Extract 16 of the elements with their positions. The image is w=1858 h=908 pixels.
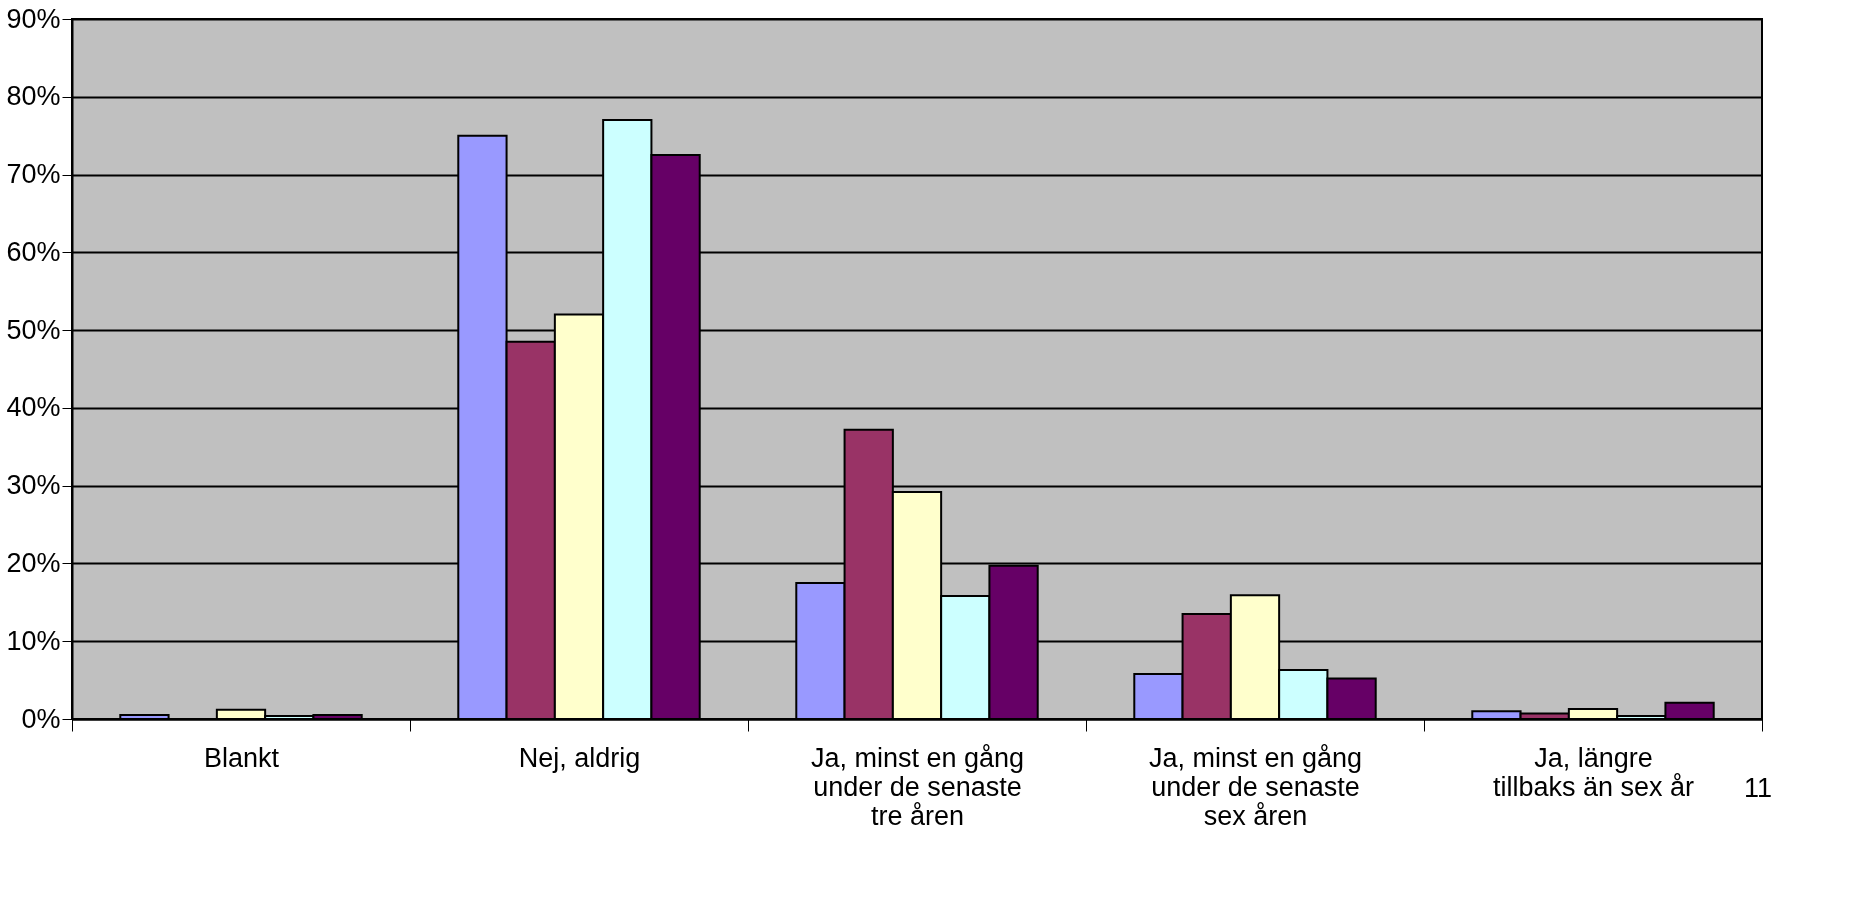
y-tick-label: 30% — [6, 470, 61, 501]
y-tick-label: 40% — [6, 392, 61, 423]
x-tick-label: Ja, minst en gång under de senaste tre åren — [810, 742, 1025, 831]
x-tick-label: Ja, minst en gång under de senaste sex åren — [1148, 742, 1363, 831]
y-tick-label: 10% — [6, 625, 61, 656]
y-tick-label: 70% — [6, 159, 61, 190]
x-tick-label: Ja, längre tillbaks än sex år — [1492, 742, 1695, 802]
x-tick-label: Nej, aldrig — [518, 742, 641, 773]
y-tick-label: 50% — [6, 314, 61, 345]
text: 11 — [1743, 773, 1772, 803]
y-tick-label: 60% — [6, 236, 61, 267]
y-tick-label: 0% — [21, 703, 61, 734]
x-tick-label: Blankt — [203, 742, 280, 773]
y-tick-label: 80% — [6, 81, 61, 112]
y-tick-label: 90% — [6, 3, 61, 34]
y-tick-label: 20% — [6, 547, 61, 578]
